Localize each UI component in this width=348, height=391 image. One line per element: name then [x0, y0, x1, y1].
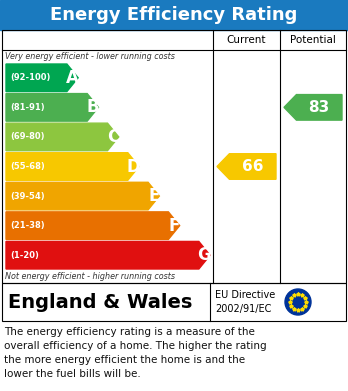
Text: (1-20): (1-20): [10, 251, 39, 260]
Polygon shape: [6, 93, 98, 121]
Text: 66: 66: [242, 159, 263, 174]
Text: E: E: [148, 187, 159, 205]
Text: Not energy efficient - higher running costs: Not energy efficient - higher running co…: [5, 272, 175, 281]
Bar: [0, 0, 348, 30]
Circle shape: [285, 289, 311, 315]
Text: (92-100): (92-100): [10, 73, 50, 82]
Polygon shape: [6, 241, 210, 269]
Text: 83: 83: [309, 100, 330, 115]
Text: lower the fuel bills will be.: lower the fuel bills will be.: [4, 369, 141, 379]
Polygon shape: [284, 95, 342, 120]
Polygon shape: [6, 212, 180, 239]
Text: EU Directive
2002/91/EC: EU Directive 2002/91/EC: [215, 290, 275, 314]
Text: (55-68): (55-68): [10, 162, 45, 171]
Text: D: D: [127, 158, 140, 176]
Text: overall efficiency of a home. The higher the rating: overall efficiency of a home. The higher…: [4, 341, 267, 351]
Bar: [2, 283, 346, 321]
Text: A: A: [66, 69, 79, 87]
Polygon shape: [6, 153, 139, 180]
Text: F: F: [168, 217, 180, 235]
Text: (81-91): (81-91): [10, 103, 45, 112]
Text: Energy Efficiency Rating: Energy Efficiency Rating: [50, 6, 298, 24]
Text: B: B: [87, 99, 99, 117]
Polygon shape: [6, 64, 78, 91]
Text: C: C: [107, 128, 119, 146]
Text: Very energy efficient - lower running costs: Very energy efficient - lower running co…: [5, 52, 175, 61]
Text: Current: Current: [227, 35, 266, 45]
Text: (69-80): (69-80): [10, 133, 45, 142]
Text: (21-38): (21-38): [10, 221, 45, 230]
Text: G: G: [198, 246, 211, 264]
Text: The energy efficiency rating is a measure of the: The energy efficiency rating is a measur…: [4, 327, 255, 337]
Bar: [2, 30, 346, 283]
Polygon shape: [6, 182, 159, 210]
Polygon shape: [217, 154, 276, 179]
Text: Potential: Potential: [290, 35, 336, 45]
Text: England & Wales: England & Wales: [8, 292, 192, 312]
Text: (39-54): (39-54): [10, 192, 45, 201]
Text: the more energy efficient the home is and the: the more energy efficient the home is an…: [4, 355, 245, 365]
Polygon shape: [6, 123, 119, 151]
